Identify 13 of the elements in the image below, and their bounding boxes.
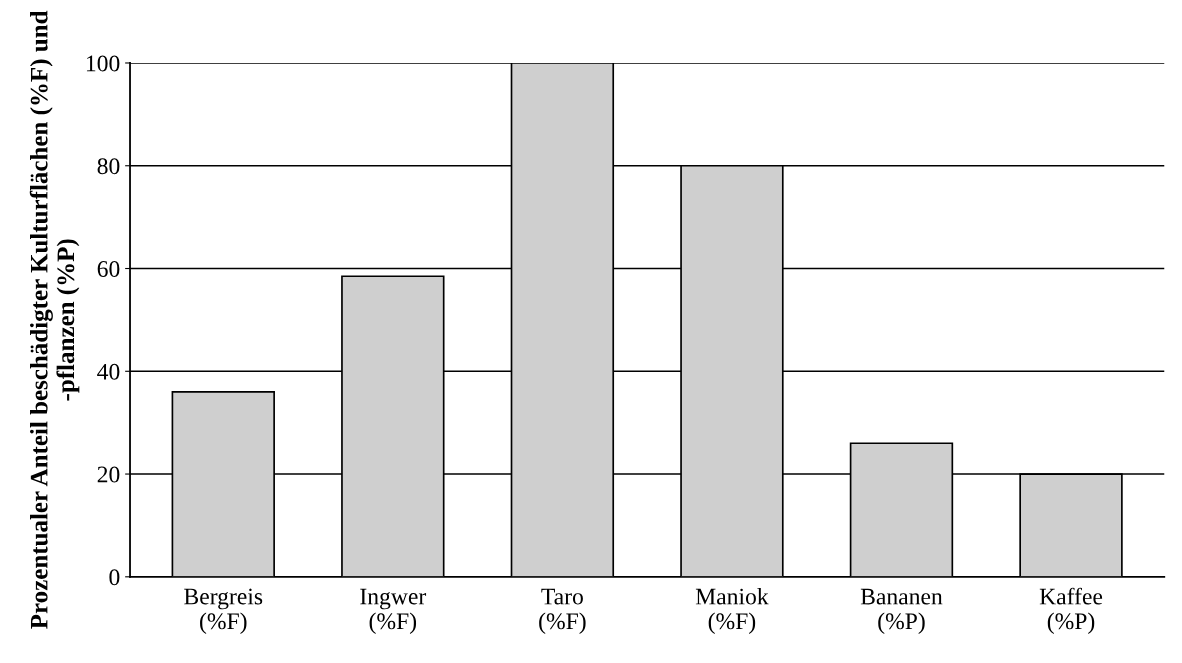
y-tick-label: 100: [86, 55, 120, 72]
y-tick-label: 20: [97, 466, 120, 483]
y-tick-label: 0: [109, 569, 120, 586]
x-tick-label: Bergreis (%F): [184, 588, 263, 635]
y-tick-label: 80: [97, 158, 120, 175]
x-tick-label: Bananen (%P): [860, 588, 943, 635]
x-tick-label: Kaffee (%P): [1039, 587, 1103, 635]
x-tick-label: Ingwer (%F): [360, 588, 427, 635]
y-axis-title: Prozentualer Anteil beschädigter Kulturflächen (%F) und -pflanzen (%P): [29, 10, 80, 629]
x-tick-label: Maniok (%F): [695, 587, 769, 635]
x-tick-label: Taro (%F): [539, 588, 586, 635]
y-tick-label: 40: [97, 363, 120, 380]
y-tick-label: 60: [97, 261, 120, 277]
